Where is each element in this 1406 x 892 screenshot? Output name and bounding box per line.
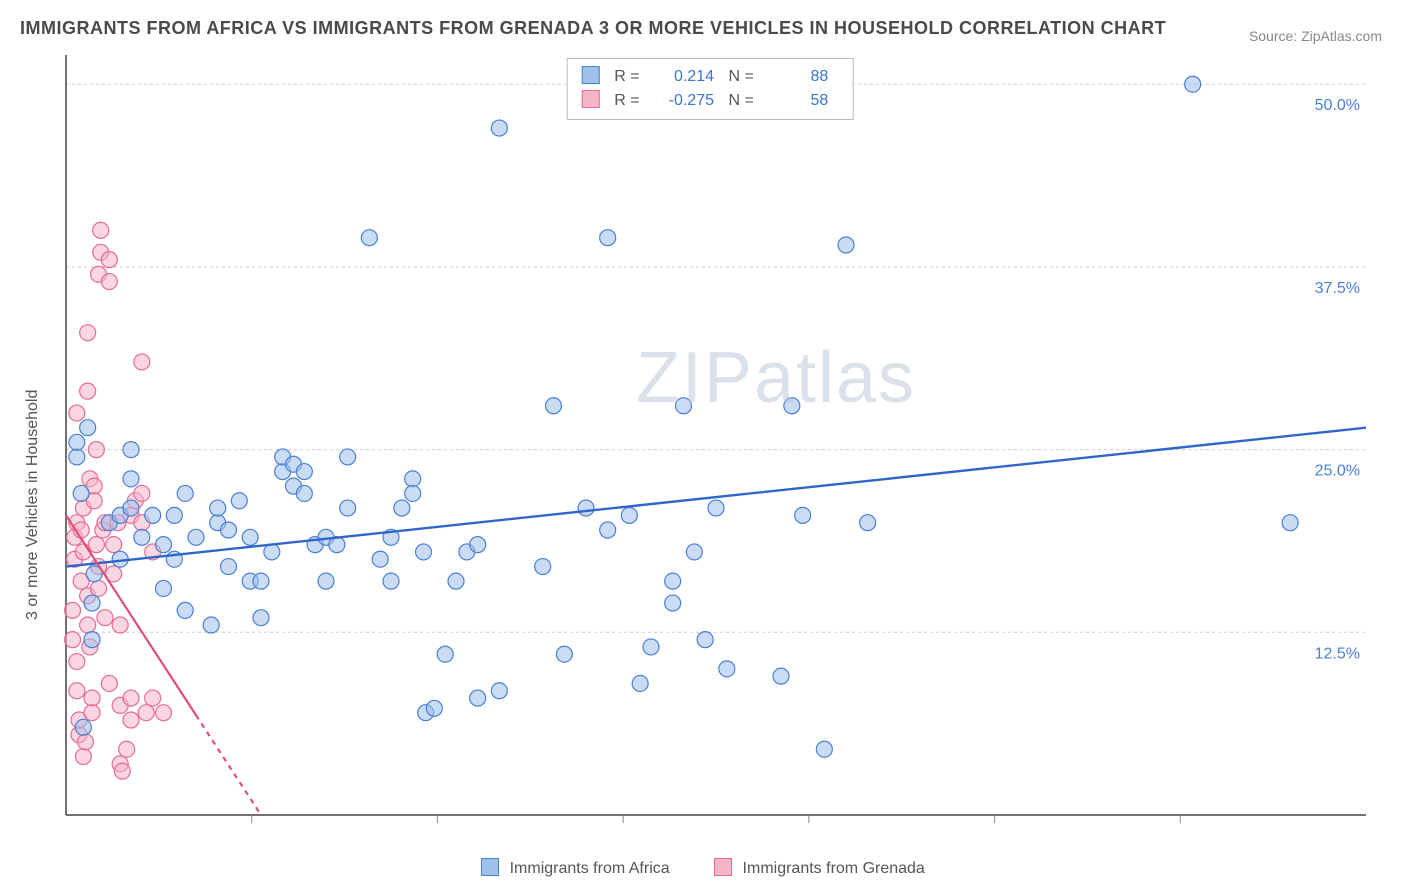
legend-label: Immigrants from Africa [510,860,670,877]
r-label: R = [614,68,639,85]
n-label: N = [728,92,753,109]
r-label: R = [614,92,639,109]
n-label: N = [728,68,753,85]
svg-text:50.0%: 50.0% [1315,97,1360,114]
r-value: 0.214 [654,65,714,89]
legend-item: Immigrants from Grenada [714,860,925,877]
n-value: 88 [768,65,828,89]
svg-text:12.5%: 12.5% [1315,645,1360,662]
n-value: 58 [768,89,828,113]
stats-row: R = -0.275 N = 58 [582,89,839,113]
legend-label: Immigrants from Grenada [743,860,925,877]
svg-text:37.5%: 37.5% [1315,280,1360,297]
swatch-icon [714,858,732,876]
svg-text:25.0%: 25.0% [1315,463,1360,480]
swatch-icon [582,66,600,84]
stats-row: R = 0.214 N = 88 [582,65,839,89]
y-axis-label: 3 or more Vehicles in Household [24,390,42,620]
r-value: -0.275 [654,89,714,113]
swatch-icon [582,90,600,108]
legend-item: Immigrants from Africa [481,860,674,877]
chart-area: 12.5% 25.0% 37.5% 50.0% R = 0.214 N = 88 R … [50,55,1370,825]
chart-title: IMMIGRANTS FROM AFRICA VS IMMIGRANTS FRO… [20,18,1166,39]
swatch-icon [481,858,499,876]
source-attribution: Source: ZipAtlas.com [1249,28,1382,44]
bottom-legend: Immigrants from Africa Immigrants from G… [0,858,1406,878]
chart-svg: 12.5% 25.0% 37.5% 50.0% [50,55,1370,825]
correlation-stats-box: R = 0.214 N = 88 R = -0.275 N = 58 [567,58,854,120]
